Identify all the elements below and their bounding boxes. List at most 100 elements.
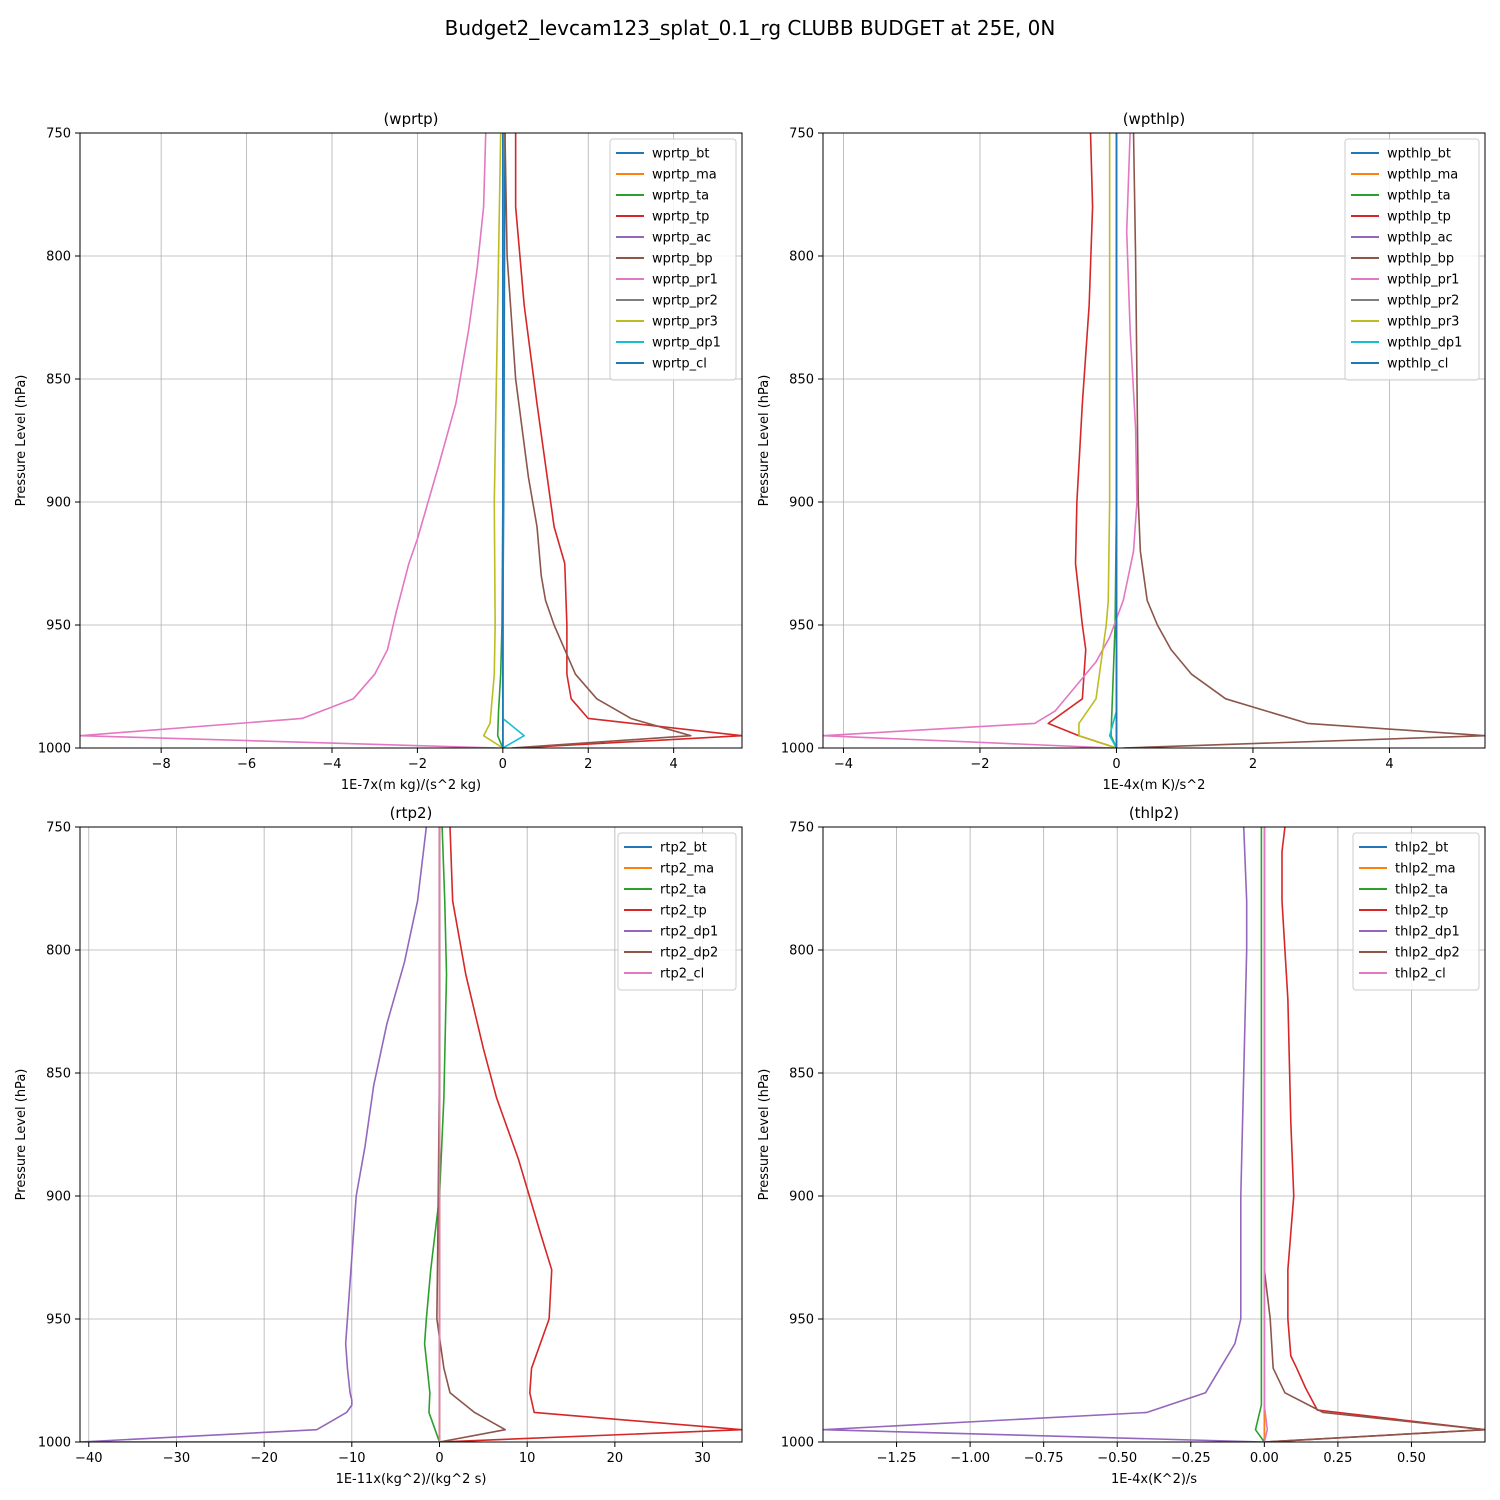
legend-entry: wprtp_pr1 (652, 273, 718, 288)
series-line-wprtp_tp (514, 133, 742, 748)
legend-entry: wprtp_ac (652, 231, 711, 246)
legend-entry: wprtp_ta (652, 189, 709, 204)
x-tick-label: 30 (694, 1451, 711, 1466)
y-tick-label: 850 (789, 373, 814, 388)
legend-entry: rtp2_ta (660, 883, 707, 898)
x-tick-label: −4 (834, 757, 853, 772)
legend-entry: wprtp_pr2 (652, 294, 718, 309)
x-tick-label: −30 (163, 1451, 190, 1466)
y-tick-label: 1000 (38, 1436, 71, 1451)
legend-entry: wpthlp_ac (1387, 231, 1453, 246)
x-tick-label: −4 (322, 757, 341, 772)
series-line-thlp2_dp1 (823, 827, 1265, 1442)
series-group (823, 827, 1485, 1442)
x-tick-label: 0.00 (1250, 1451, 1279, 1466)
figure-title: Budget2_levcam123_splat_0.1_rg CLUBB BUD… (444, 16, 1056, 40)
y-tick-label: 900 (789, 1190, 814, 1205)
legend-entry: wpthlp_pr1 (1387, 273, 1459, 288)
legend-entry: wpthlp_ma (1387, 168, 1458, 183)
x-axis-label: 1E-11x(kg^2)/(kg^2 s) (336, 1472, 487, 1487)
x-axis-label: 1E-4x(K^2)/s (1111, 1472, 1197, 1487)
y-tick-label: 1000 (781, 1436, 814, 1451)
x-tick-label: −8 (152, 757, 171, 772)
y-tick-label: 750 (46, 821, 71, 836)
y-axis-label: Pressure Level (hPa) (14, 375, 29, 507)
x-tick-label: 0 (435, 1451, 443, 1466)
x-tick-label: −1.00 (950, 1451, 990, 1466)
legend-entry: wpthlp_tp (1387, 210, 1451, 225)
y-tick-label: 950 (46, 619, 71, 634)
x-tick-label: −2 (970, 757, 989, 772)
y-tick-label: 950 (46, 1313, 71, 1328)
y-tick-label: 750 (789, 821, 814, 836)
legend-entry: thlp2_ta (1395, 883, 1448, 898)
x-tick-label: −0.75 (1024, 1451, 1064, 1466)
series-group (823, 133, 1485, 748)
x-tick-label: −2 (408, 757, 427, 772)
series-line-wprtp_bp (504, 133, 692, 748)
legend-entry: rtp2_ma (660, 862, 714, 877)
legend-entry: wprtp_pr3 (652, 315, 718, 330)
axes-frame (79, 132, 743, 749)
y-tick-label: 1000 (781, 742, 814, 757)
series-line-rtp2_dp2 (436, 827, 507, 1442)
legend-entry: thlp2_dp1 (1395, 925, 1460, 940)
axes-frame (822, 826, 1486, 1443)
y-tick-label: 850 (46, 1067, 71, 1082)
x-tick-label: 0.25 (1323, 1451, 1352, 1466)
legend-entry: thlp2_dp2 (1395, 946, 1460, 961)
legend-box (1344, 138, 1480, 381)
y-axis-label: Pressure Level (hPa) (757, 1069, 772, 1201)
x-tick-label: 2 (1249, 757, 1257, 772)
x-axis-label: 1E-4x(m K)/s^2 (1103, 778, 1206, 793)
series-line-rtp2_ta (423, 827, 448, 1442)
series-line-rtp2_tp (439, 827, 742, 1442)
series-line-wpthlp_ta (1110, 133, 1118, 748)
legend-entry: rtp2_dp2 (660, 946, 718, 961)
y-tick-label: 950 (789, 619, 814, 634)
legend-entry: thlp2_ma (1395, 862, 1456, 877)
legend-entry: thlp2_tp (1395, 904, 1448, 919)
panel-3: −1.25 −1.00 −0.75 −0.50 −0.25 0.00 0.25 0.50 750… (757, 804, 1486, 1487)
series-line-wpthlp_pr3 (1078, 133, 1117, 748)
y-tick-label: 750 (46, 127, 71, 142)
y-tick-label: 800 (789, 250, 814, 265)
x-axis-label: 1E-7x(m kg)/(s^2 kg) (341, 778, 481, 793)
legend-entry: wprtp_bt (652, 147, 709, 162)
y-tick-label: 850 (46, 373, 71, 388)
y-tick-label: 900 (46, 1190, 71, 1205)
series-group (80, 133, 742, 748)
panel-title: (wprtp) (383, 110, 438, 128)
legend-entry: wpthlp_bt (1387, 147, 1451, 162)
y-tick-label: 800 (789, 944, 814, 959)
x-tick-label: 2 (584, 757, 592, 772)
y-tick-label: 950 (789, 1313, 814, 1328)
legend: wpthlp_bt wpthlp_ma wpthlp_ta wpthlp_tpwpth… (1344, 138, 1480, 381)
legend-entry: wpthlp_cl (1387, 357, 1448, 372)
legend-entry: wprtp_tp (652, 210, 709, 225)
x-tick-label: −10 (338, 1451, 365, 1466)
panel-title: (thlp2) (1129, 804, 1179, 822)
y-tick-label: 850 (789, 1067, 814, 1082)
x-tick-label: 0.50 (1397, 1451, 1426, 1466)
legend-entry: wpthlp_ta (1387, 189, 1451, 204)
x-tick-label: 4 (1385, 757, 1393, 772)
x-tick-label: −0.25 (1171, 1451, 1211, 1466)
legend-box (1352, 832, 1480, 991)
legend-entry: wprtp_dp1 (652, 336, 721, 351)
legend: wprtp_bt wprtp_ma wprtp_ta wprtp_tp wprtp_ac… (609, 138, 737, 381)
x-tick-label: 10 (519, 1451, 536, 1466)
legend-entry: rtp2_dp1 (660, 925, 718, 940)
x-tick-label: 20 (607, 1451, 624, 1466)
legend-box (609, 138, 737, 381)
axes-frame (79, 826, 743, 1443)
y-axis-label: Pressure Level (hPa) (14, 1069, 29, 1201)
legend: thlp2_bt thlp2_ma thlp2_ta thlp2_tp thlp2_dp… (1352, 832, 1480, 991)
y-tick-label: 900 (46, 496, 71, 511)
series-line-rtp2_dp1 (80, 827, 440, 1442)
legend-box (617, 832, 737, 991)
x-tick-label: −1.25 (877, 1451, 917, 1466)
panel-1: −4 −2 0 2 4 750 800 850 900 950 1000 (wpthlp) 1E-4x(… (757, 110, 1486, 793)
y-tick-label: 800 (46, 250, 71, 265)
